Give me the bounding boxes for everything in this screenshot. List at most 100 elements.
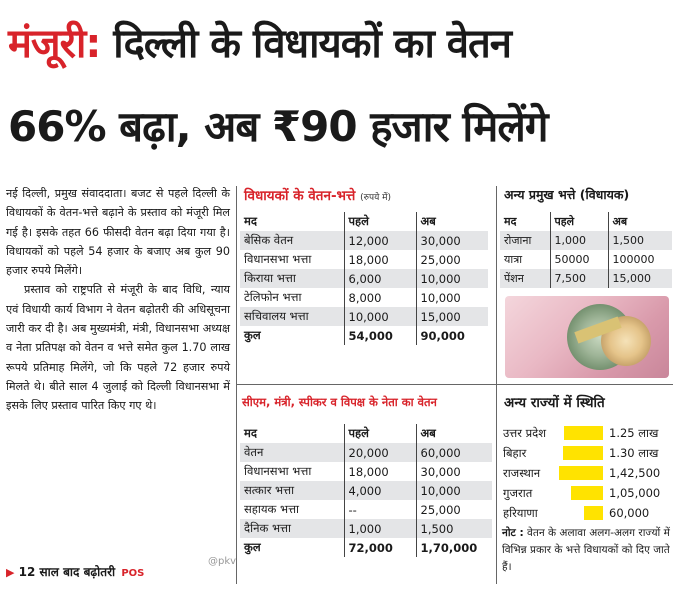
- list-item: गुजरात 1,05,000: [501, 483, 673, 503]
- cell-item: सहायक भत्ता: [244, 502, 300, 516]
- cell-now: 15,000: [415, 307, 488, 326]
- cell-item: कुल: [244, 540, 261, 554]
- cell-item: कुल: [244, 328, 261, 342]
- state-value: 1,42,500: [609, 466, 661, 480]
- row-divider: [236, 384, 673, 385]
- list-item: राजस्थान 1,42,500: [501, 463, 673, 483]
- cell-before: 54,000: [343, 326, 416, 345]
- cell-item: विधानसभा भत्ता: [244, 252, 312, 266]
- table-row: सत्कार भत्ता 4,000 10,000: [240, 481, 492, 500]
- cell-now: 25,000: [415, 500, 492, 519]
- cell-before: 50000: [549, 250, 608, 269]
- cell-now: 25,000: [415, 250, 488, 269]
- article-paragraph-1: नई दिल्ली, प्रमुख संवाददाता। बजट से पहले…: [6, 187, 230, 278]
- table-row: बेसिक वेतन 12,000 30,000: [240, 231, 488, 250]
- cell-now: 10,000: [415, 481, 492, 500]
- column-header-before: पहले: [343, 212, 416, 231]
- cell-before: 1,000: [549, 231, 608, 250]
- headline: मंजूरी: दिल्ली के विधायकों का वेतन 66% ब…: [0, 0, 674, 172]
- list-item: उत्तर प्रदेश 1.25 लाख: [501, 423, 673, 443]
- state-name: बिहार: [503, 446, 527, 460]
- cell-item: सचिवालय भत्ता: [240, 307, 344, 326]
- state-bar: [564, 426, 603, 440]
- list-item: बिहार 1.30 लाख: [501, 443, 673, 463]
- state-name: राजस्थान: [503, 466, 541, 480]
- state-bar: [559, 466, 603, 480]
- cm-salary-table: मद पहले अब वेतन 20,000 60,000 विधानसभा भ…: [240, 424, 492, 557]
- table-row: विधानसभा भत्ता 18,000 30,000: [240, 462, 492, 481]
- column-header-before: पहले: [549, 212, 608, 231]
- mla-table-title: विधायकों के वेतन-भत्ते (रुपये में): [244, 186, 391, 204]
- cell-now: 90,000: [415, 326, 488, 345]
- column-header-item: मद: [504, 215, 517, 228]
- cell-now: 100000: [607, 250, 672, 269]
- cell-before: 1,000: [343, 519, 416, 538]
- state-bar: [571, 486, 603, 500]
- cell-before: 4,000: [343, 481, 416, 500]
- related-story-tag: POS: [121, 568, 145, 579]
- headline-line-1: मंजूरी: दिल्ली के विधायकों का वेतन: [8, 8, 512, 80]
- cell-item: यात्रा: [504, 253, 523, 266]
- table-row: यात्रा 50000 100000: [500, 250, 672, 269]
- cell-item: किराया भत्ता: [240, 269, 344, 288]
- cell-now: 1,500: [415, 519, 492, 538]
- column-header-item: मद: [244, 214, 257, 228]
- other-allowances-table: मद पहले अब रोजाना 1,000 1,500 यात्रा 500…: [500, 212, 672, 288]
- other-allowances-title: अन्य प्रमुख भत्ते (विधायक): [504, 187, 630, 202]
- table-row: किराया भत्ता 6,000 10,000: [240, 269, 488, 288]
- cell-item: बेसिक वेतन: [240, 231, 344, 250]
- cell-now: 30,000: [415, 231, 488, 250]
- cell-item: रोजाना: [500, 231, 550, 250]
- table-total-row: कुल 72,000 1,70,000: [240, 538, 492, 557]
- list-item: हरियाणा 60,000: [501, 503, 673, 523]
- cell-before: 6,000: [343, 269, 416, 288]
- note-text: वेतन के अलावा अलग-अलग राज्यों में विभिन्…: [502, 527, 670, 573]
- cell-before: 8,000: [343, 288, 416, 307]
- state-value: 1.25 लाख: [609, 426, 659, 440]
- cell-now: 30,000: [415, 462, 492, 481]
- cell-now: 1,500: [607, 231, 672, 250]
- note: नोट : वेतन के अलावा अलग-अलग राज्यों में …: [502, 525, 672, 576]
- table-header-row: मद पहले अब: [240, 424, 492, 443]
- state-bar: [584, 506, 603, 520]
- state-name: उत्तर प्रदेश: [503, 426, 547, 440]
- note-label: नोट :: [502, 527, 524, 539]
- cell-now: 15,000: [607, 269, 672, 288]
- watermark: @pkv: [208, 556, 237, 567]
- cell-item: सत्कार भत्ता: [240, 481, 344, 500]
- cell-before: 18,000: [343, 250, 416, 269]
- cell-before: --: [343, 500, 416, 519]
- table-total-row: कुल 54,000 90,000: [240, 326, 488, 345]
- state-bar: [563, 446, 603, 460]
- table-row: सहायक भत्ता -- 25,000: [240, 500, 492, 519]
- cell-before: 12,000: [343, 231, 416, 250]
- cell-item: विधानसभा भत्ता: [244, 464, 312, 478]
- state-value: 60,000: [609, 506, 650, 520]
- cell-item: पेंशन: [500, 269, 550, 288]
- table-row: वेतन 20,000 60,000: [240, 443, 492, 462]
- cell-item: दैनिक भत्ता: [240, 519, 344, 538]
- cell-now: 10,000: [415, 288, 488, 307]
- mla-table-unit-note: (रुपये में): [360, 193, 392, 203]
- cell-before: 10,000: [343, 307, 416, 326]
- cm-table-title: सीएम, मंत्री, स्पीकर व विपक्ष के नेता का…: [242, 395, 437, 409]
- column-header-item: मद: [244, 426, 257, 440]
- cell-item: टेलिफोन भत्ता: [244, 290, 302, 304]
- column-divider-right: [496, 186, 497, 584]
- currency-notes-image: [505, 296, 669, 378]
- table-header-row: मद पहले अब: [500, 212, 672, 231]
- state-value: 1.30 लाख: [609, 446, 659, 460]
- column-header-now: अब: [607, 212, 672, 231]
- other-states-list: उत्तर प्रदेश 1.25 लाख बिहार 1.30 लाख राज…: [501, 423, 673, 523]
- related-story-link[interactable]: ▶ 12 साल बाद बढ़ोतरी POS: [6, 563, 144, 580]
- table-row: टेलिफोन भत्ता 8,000 10,000: [240, 288, 488, 307]
- table-row: सचिवालय भत्ता 10,000 15,000: [240, 307, 488, 326]
- column-header-now: अब: [415, 212, 488, 231]
- state-value: 1,05,000: [609, 486, 661, 500]
- triangle-right-icon: ▶: [6, 566, 15, 579]
- headline-text-1: दिल्ली के विधायकों का वेतन: [113, 21, 512, 67]
- article-paragraph-2: प्रस्ताव को राष्ट्रपति से मंजूरी के बाद …: [6, 283, 230, 413]
- other-states-title: अन्य राज्यों में स्थिति: [504, 395, 605, 411]
- headline-label: मंजूरी:: [8, 21, 101, 67]
- table-row: विधानसभा भत्ता 18,000 25,000: [240, 250, 488, 269]
